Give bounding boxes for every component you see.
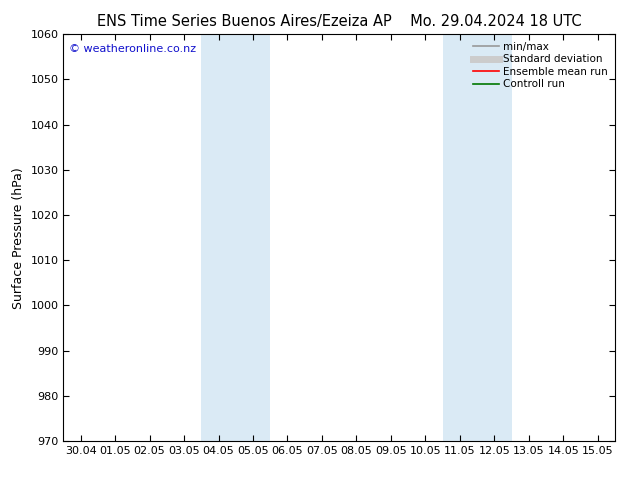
Legend: min/max, Standard deviation, Ensemble mean run, Controll run: min/max, Standard deviation, Ensemble me… [469, 37, 612, 94]
Bar [443, 34, 512, 441]
Text: © weatheronline.co.nz: © weatheronline.co.nz [69, 45, 196, 54]
Bar [202, 34, 270, 441]
Y-axis label: Surface Pressure (hPa): Surface Pressure (hPa) [12, 167, 25, 309]
Title: ENS Time Series Buenos Aires/Ezeiza AP    Mo. 29.04.2024 18 UTC: ENS Time Series Buenos Aires/Ezeiza AP M… [97, 14, 581, 29]
